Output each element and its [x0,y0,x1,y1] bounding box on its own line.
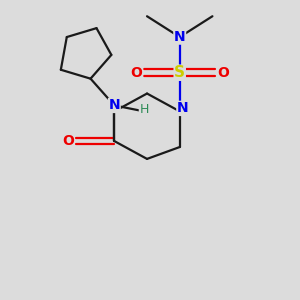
Text: S: S [174,65,185,80]
Text: O: O [131,66,142,80]
Text: H: H [140,103,149,116]
Text: O: O [217,66,229,80]
Text: N: N [177,101,188,116]
Text: N: N [109,98,120,112]
Text: N: N [174,30,185,44]
Text: O: O [62,134,74,148]
